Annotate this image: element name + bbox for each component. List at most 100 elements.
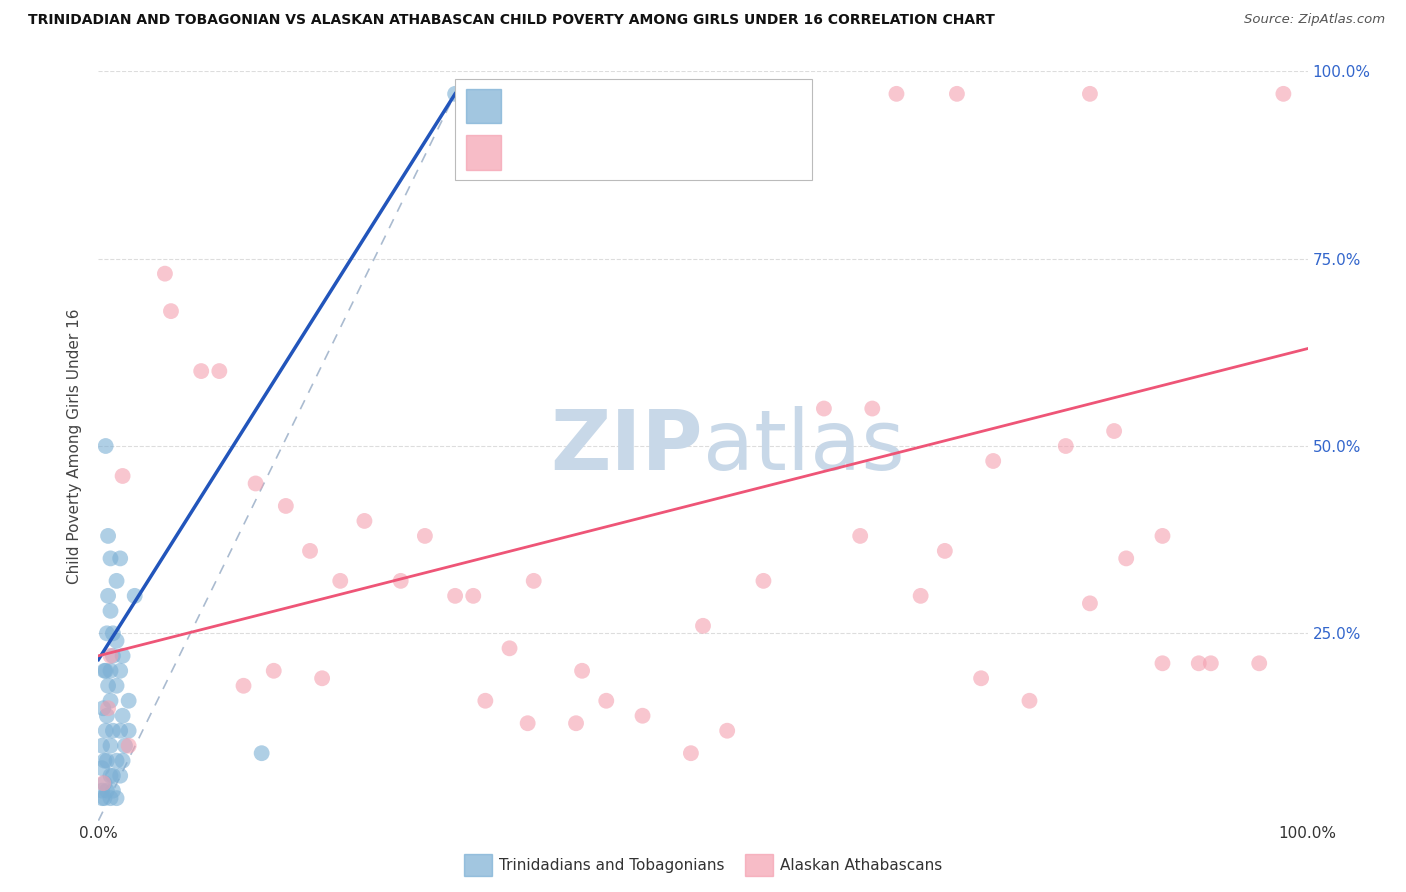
Point — [111, 469, 134, 483]
Point — [91, 791, 114, 805]
Point — [1272, 87, 1295, 101]
Text: Source: ZipAtlas.com: Source: ZipAtlas.com — [1244, 13, 1385, 27]
Point — [413, 529, 436, 543]
Point — [91, 739, 114, 753]
Point — [96, 626, 118, 640]
Point — [94, 723, 117, 738]
Point — [96, 754, 118, 768]
Point — [631, 708, 654, 723]
Point — [108, 551, 131, 566]
Point — [1115, 551, 1137, 566]
Point — [108, 769, 131, 783]
Point — [274, 499, 297, 513]
Point — [111, 648, 134, 663]
Point — [1078, 87, 1101, 101]
Point — [716, 723, 738, 738]
Point — [100, 694, 122, 708]
Point — [498, 641, 520, 656]
Point — [1199, 657, 1222, 671]
Point — [101, 648, 124, 663]
Point — [516, 716, 538, 731]
Point — [100, 648, 122, 663]
Point — [1152, 529, 1174, 543]
Point — [105, 754, 128, 768]
Point — [105, 574, 128, 588]
Point — [93, 791, 115, 805]
Point — [153, 267, 176, 281]
Point — [91, 701, 114, 715]
Point — [118, 723, 141, 738]
Point — [100, 604, 122, 618]
Point — [97, 589, 120, 603]
Point — [108, 664, 131, 678]
Y-axis label: Child Poverty Among Girls Under 16: Child Poverty Among Girls Under 16 — [67, 309, 83, 583]
Point — [100, 791, 122, 805]
Point — [100, 664, 122, 678]
Point — [91, 776, 114, 790]
Point — [100, 551, 122, 566]
Point — [1078, 596, 1101, 610]
Point — [190, 364, 212, 378]
Point — [299, 544, 322, 558]
Point — [353, 514, 375, 528]
Point — [860, 401, 883, 416]
Point — [97, 529, 120, 543]
Point — [1188, 657, 1211, 671]
Point — [94, 664, 117, 678]
Point — [523, 574, 546, 588]
Point — [105, 633, 128, 648]
Point — [94, 439, 117, 453]
Point — [389, 574, 412, 588]
Point — [910, 589, 932, 603]
Text: ZIP: ZIP — [551, 406, 703, 486]
Point — [329, 574, 352, 588]
Point — [679, 746, 702, 760]
Point — [105, 791, 128, 805]
Point — [208, 364, 231, 378]
Point — [311, 671, 333, 685]
Point — [114, 739, 136, 753]
Point — [946, 87, 969, 101]
Point — [444, 589, 467, 603]
Point — [1102, 424, 1125, 438]
Point — [108, 723, 131, 738]
Point — [232, 679, 254, 693]
Point — [981, 454, 1004, 468]
Point — [101, 723, 124, 738]
Point — [100, 769, 122, 783]
Text: Trinidadians and Tobagonians: Trinidadians and Tobagonians — [499, 858, 724, 872]
Point — [1249, 657, 1271, 671]
Point — [250, 746, 273, 760]
Point — [692, 619, 714, 633]
Point — [934, 544, 956, 558]
Point — [1152, 657, 1174, 671]
Point — [571, 664, 593, 678]
Point — [111, 754, 134, 768]
Text: Alaskan Athabascans: Alaskan Athabascans — [780, 858, 942, 872]
Point — [1054, 439, 1077, 453]
Point — [1018, 694, 1040, 708]
Point — [813, 401, 835, 416]
Point — [96, 708, 118, 723]
Point — [160, 304, 183, 318]
Point — [101, 769, 124, 783]
Point — [101, 783, 124, 797]
Point — [100, 739, 122, 753]
Point — [91, 761, 114, 775]
Point — [263, 664, 285, 678]
Point — [101, 626, 124, 640]
Point — [463, 589, 485, 603]
Point — [565, 716, 588, 731]
Point — [91, 783, 114, 797]
Point — [886, 87, 908, 101]
Text: TRINIDADIAN AND TOBAGONIAN VS ALASKAN ATHABASCAN CHILD POVERTY AMONG GIRLS UNDER: TRINIDADIAN AND TOBAGONIAN VS ALASKAN AT… — [28, 13, 995, 28]
Text: atlas: atlas — [703, 406, 904, 486]
Point — [93, 664, 115, 678]
Point — [93, 754, 115, 768]
Point — [245, 476, 267, 491]
Point — [105, 679, 128, 693]
Point — [474, 694, 496, 708]
Point — [444, 87, 467, 101]
Point — [849, 529, 872, 543]
Point — [97, 701, 120, 715]
